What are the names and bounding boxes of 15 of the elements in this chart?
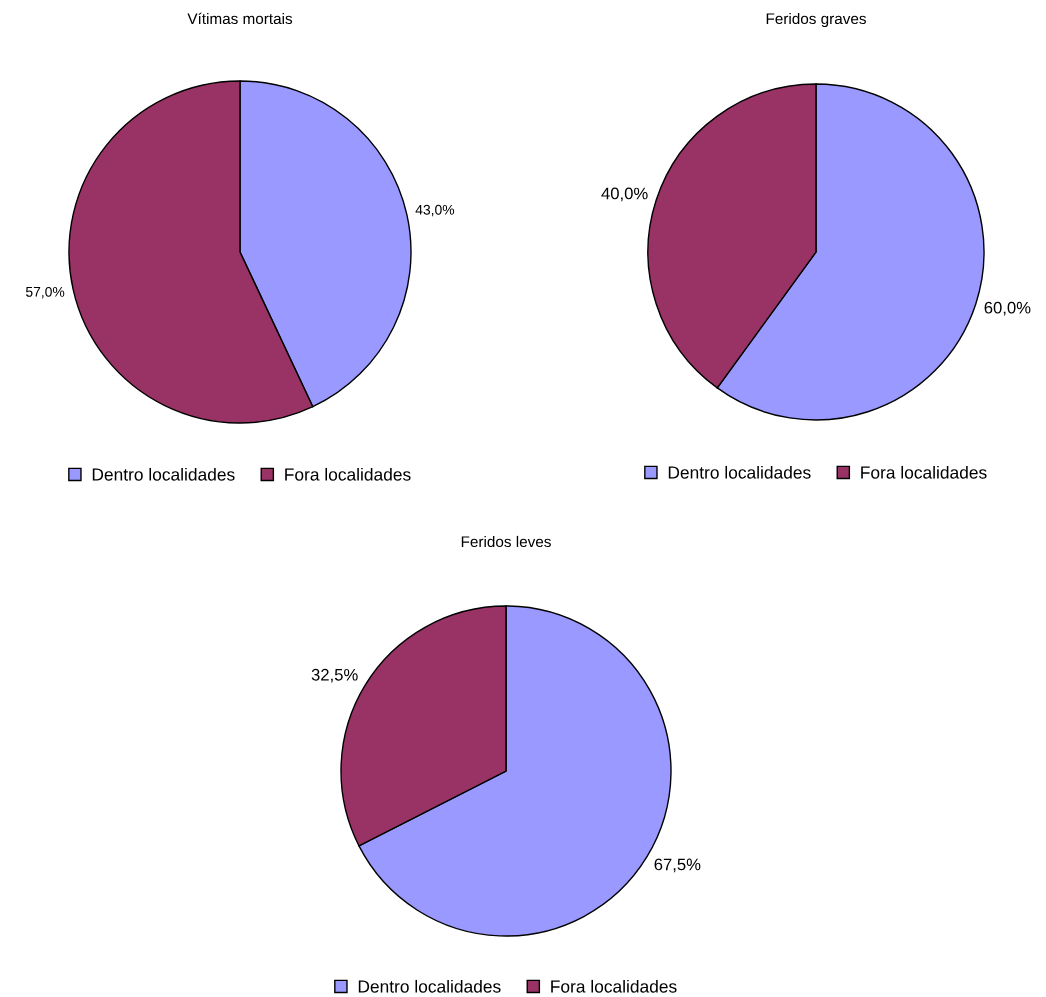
legend-label: Dentro localidades — [668, 465, 811, 479]
data-label: 43,0% — [415, 204, 455, 217]
data-label: 40,0% — [601, 187, 648, 202]
chart-title: Feridos leves — [461, 535, 551, 548]
data-label: 60,0% — [984, 301, 1031, 316]
legend-label: Fora localidades — [551, 979, 677, 993]
data-label: 67,5% — [654, 858, 701, 873]
data-label: 57,0% — [25, 286, 65, 299]
legend-label: Dentro localidades — [358, 979, 501, 993]
chart-title: Vítimas mortais — [187, 12, 293, 25]
chart-title: Feridos graves — [766, 12, 866, 28]
legend-label: Fora localidades — [285, 467, 411, 481]
legend-label: Fora localidades — [861, 465, 987, 479]
data-label: 32,5% — [311, 668, 358, 683]
legend-label: Dentro localidades — [92, 467, 235, 481]
